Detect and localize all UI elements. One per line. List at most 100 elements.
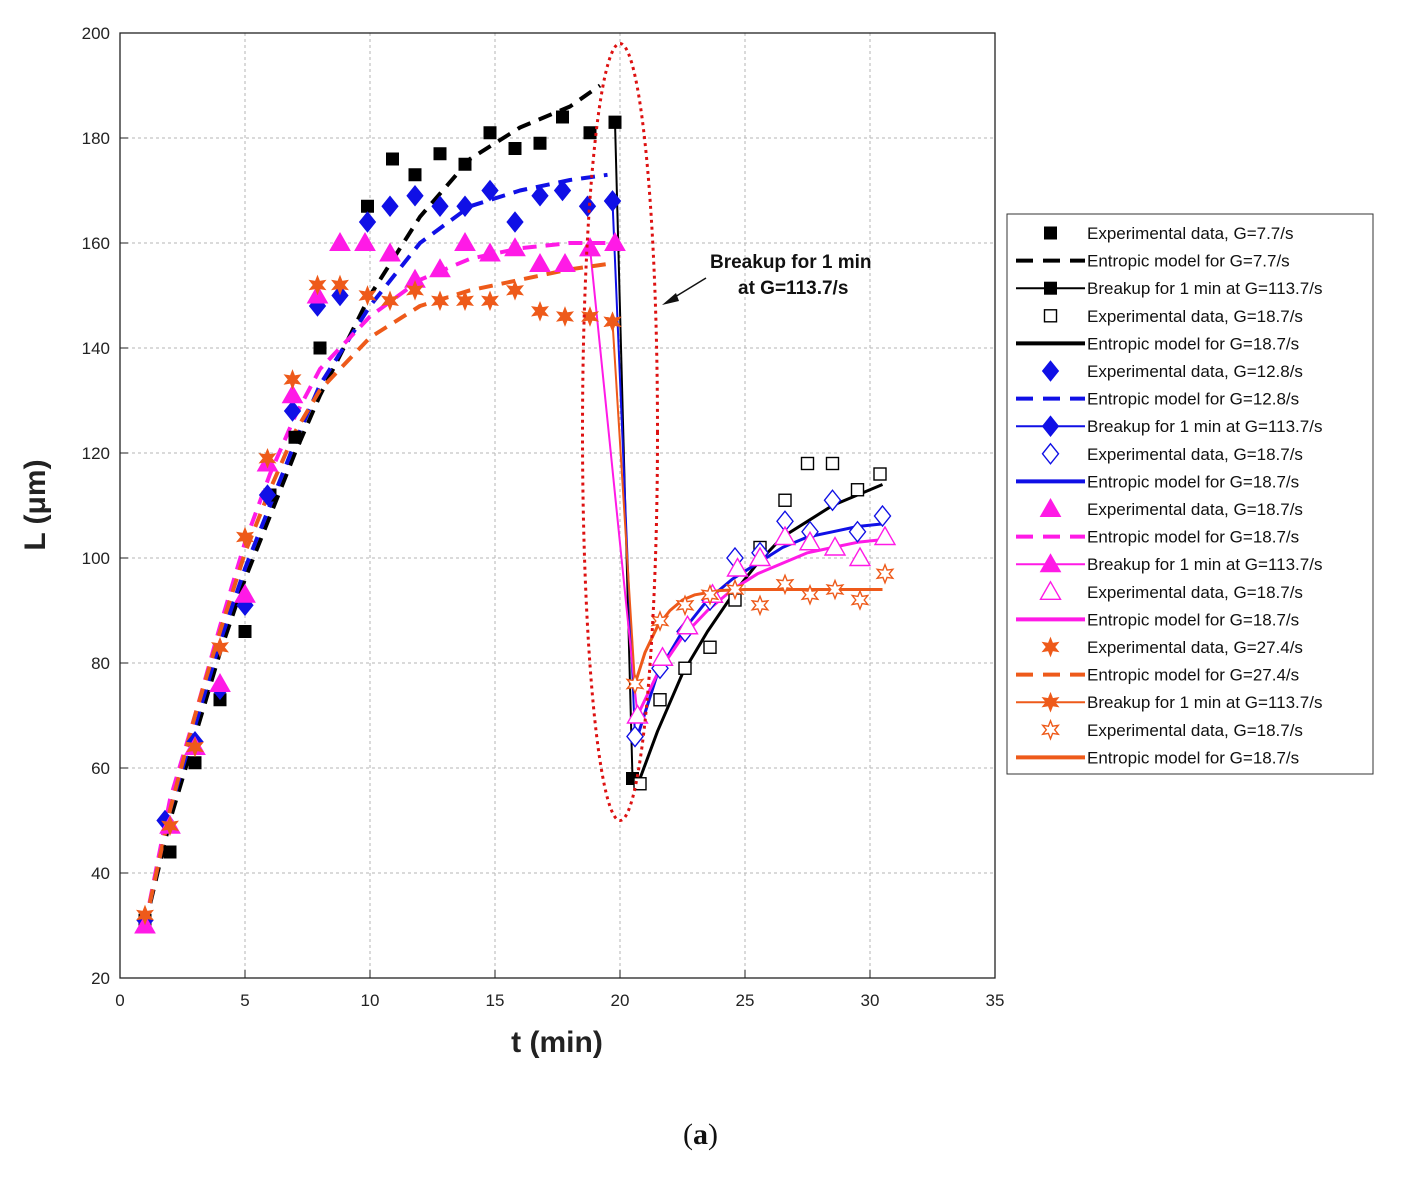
legend-label: Entropic model for G=7.7/s xyxy=(1087,252,1290,271)
legend-swatch-marker xyxy=(1041,415,1060,438)
data-point xyxy=(748,546,772,567)
data-point xyxy=(825,456,840,471)
data-point xyxy=(456,290,474,312)
data-point xyxy=(238,625,252,638)
legend-label: Breakup for 1 min at G=113.7/s xyxy=(1087,417,1322,436)
data-point xyxy=(773,525,797,546)
data-point xyxy=(800,456,815,471)
caption-letter: a xyxy=(693,1118,708,1151)
legend-entry: Experimental data, G=18.7/s xyxy=(1039,497,1303,519)
data-point xyxy=(823,489,842,512)
data-point xyxy=(603,311,622,333)
legend-entry: Entropic model for G=12.8/s xyxy=(1016,390,1299,409)
y-tick-label: 180 xyxy=(82,129,110,148)
x-tick-label: 25 xyxy=(736,991,755,1010)
data-point xyxy=(633,777,647,791)
series-line xyxy=(589,248,639,716)
legend-entry: Entropic model for G=18.7/s xyxy=(1016,610,1299,629)
data-point xyxy=(508,142,522,155)
data-point xyxy=(875,562,895,585)
data-point xyxy=(873,525,897,546)
legend-label: Entropic model for G=18.7/s xyxy=(1087,748,1299,767)
data-point xyxy=(431,290,449,312)
legend-label: Experimental data, G=18.7/s xyxy=(1087,307,1303,326)
data-point xyxy=(553,179,572,202)
legend-entry: Entropic model for G=18.7/s xyxy=(1016,334,1299,353)
data-point xyxy=(313,341,327,355)
data-point xyxy=(483,126,497,140)
annotation-line-2: at G=113.7/s xyxy=(738,278,848,299)
legend-swatch-marker xyxy=(1041,360,1060,382)
data-point xyxy=(556,110,569,124)
data-point xyxy=(703,640,717,654)
data-point xyxy=(258,484,277,506)
data-point xyxy=(406,184,424,207)
series-3 xyxy=(633,456,887,791)
series-1 xyxy=(143,83,602,926)
data-point xyxy=(583,126,597,140)
data-point xyxy=(504,237,526,257)
legend-entry: Breakup for 1 min at G=113.7/s xyxy=(1016,415,1322,438)
data-point xyxy=(848,520,867,543)
data-point xyxy=(626,704,649,724)
caption-close: ) xyxy=(708,1118,718,1151)
legend-label: Experimental data, G=27.4/s xyxy=(1087,638,1303,657)
data-point xyxy=(725,578,745,601)
data-point xyxy=(581,306,599,327)
data-point xyxy=(653,693,667,707)
legend-swatch-marker xyxy=(1039,553,1062,573)
series-14 xyxy=(636,538,883,717)
annotation-arrowhead xyxy=(662,293,679,305)
legend-entry: Breakup for 1 min at G=113.7/s xyxy=(1016,691,1322,713)
data-point xyxy=(678,661,692,675)
legend: Experimental data, G=7.7/s Entropic model… xyxy=(1006,213,1374,775)
legend-label: Entropic model for G=18.7/s xyxy=(1087,472,1299,491)
y-tick-label: 80 xyxy=(91,654,110,673)
y-tick-label: 20 xyxy=(91,969,110,988)
data-point xyxy=(531,300,549,322)
data-point xyxy=(604,231,626,251)
data-point xyxy=(651,646,674,666)
legend-entry: Experimental data, G=12.8/s xyxy=(1041,360,1303,382)
figure-caption: (a) xyxy=(0,1118,1401,1152)
series-15 xyxy=(136,274,622,926)
data-point xyxy=(454,231,476,251)
data-point xyxy=(608,115,622,129)
data-point xyxy=(381,290,399,312)
legend-box xyxy=(1006,213,1374,775)
data-point xyxy=(458,157,472,171)
data-point xyxy=(850,483,865,497)
data-point xyxy=(531,184,549,207)
data-point xyxy=(506,279,524,301)
data-point xyxy=(381,195,399,218)
data-point xyxy=(354,231,376,251)
data-point xyxy=(283,400,302,422)
data-point xyxy=(579,237,601,257)
legend-entry: Experimental data, G=7.7/s xyxy=(1044,224,1293,243)
x-axis-title: t (min) xyxy=(511,1026,603,1059)
y-tick-label: 120 xyxy=(82,444,110,463)
x-tick-label: 5 xyxy=(240,991,249,1010)
series-0 xyxy=(138,110,622,927)
data-point xyxy=(209,672,231,692)
legend-swatch-marker xyxy=(1044,281,1057,295)
data-point xyxy=(361,199,374,213)
data-point xyxy=(556,306,574,327)
legend-label: Entropic model for G=18.7/s xyxy=(1087,334,1299,353)
data-point xyxy=(750,594,770,617)
data-point xyxy=(283,369,302,390)
data-point xyxy=(554,252,576,272)
legend-swatch-marker xyxy=(1043,309,1058,323)
data-point xyxy=(136,904,154,926)
legend-swatch-marker xyxy=(1039,497,1062,517)
data-point xyxy=(429,258,451,278)
data-point xyxy=(825,578,845,601)
data-point xyxy=(823,536,847,556)
data-point xyxy=(481,179,499,202)
data-point xyxy=(163,845,177,859)
data-point xyxy=(386,152,399,166)
plot-background xyxy=(120,33,995,978)
legend-swatch-marker xyxy=(1039,580,1062,600)
legend-entry: Experimental data, G=18.7/s xyxy=(1041,718,1303,741)
legend-label: Experimental data, G=18.7/s xyxy=(1087,445,1303,464)
